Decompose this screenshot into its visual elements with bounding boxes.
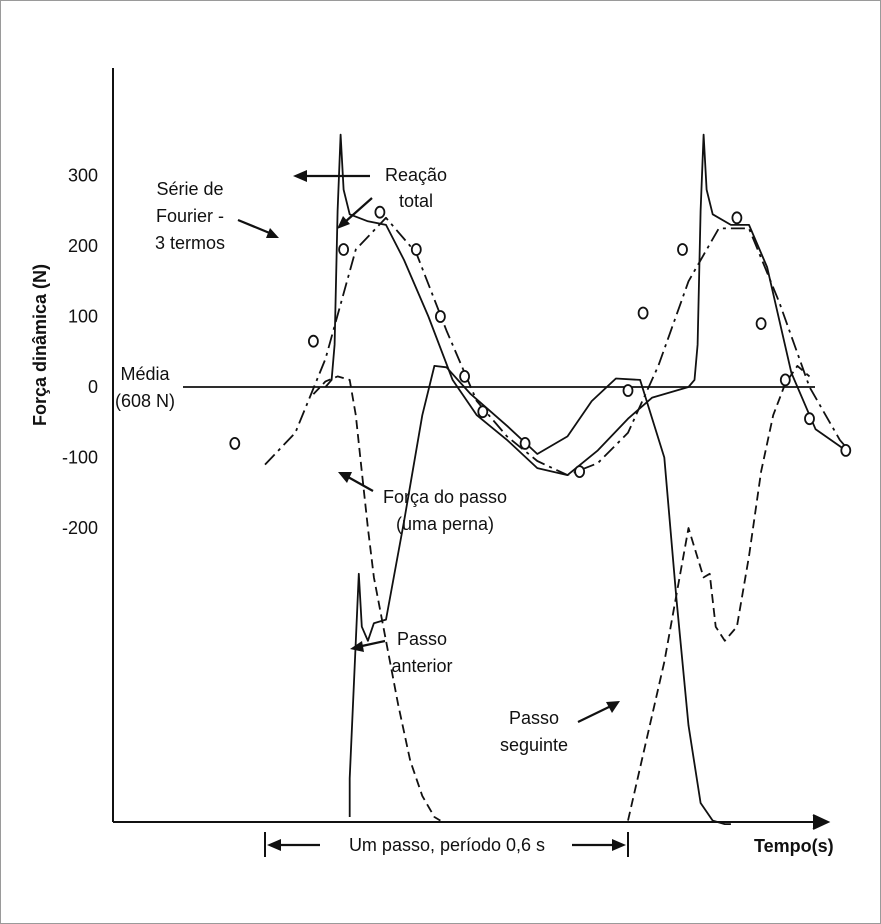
fourier-label-line3: 3 termos — [155, 233, 225, 253]
series-line-4 — [312, 375, 441, 822]
passo-seguinte-label-line2: seguinte — [500, 735, 568, 755]
data-point-marker — [637, 306, 649, 320]
annotation-passo-seguinte: Passo seguinte — [500, 701, 620, 755]
data-point-marker — [519, 436, 531, 450]
y-tick-label: 100 — [68, 307, 98, 327]
passo-seguinte-arrow — [577, 705, 612, 723]
passo-seguinte-arrowhead — [606, 701, 620, 713]
reacao-label-line1: Reação — [385, 165, 447, 185]
media-label-line2: (608 N) — [115, 391, 175, 411]
data-point-marker — [477, 405, 489, 419]
y-tick-label: -100 — [62, 448, 98, 468]
forca-passo-label-line2: (uma perna) — [396, 514, 494, 534]
data-point-marker — [374, 205, 386, 219]
data-point-marker — [677, 243, 688, 256]
data-point-marker — [755, 317, 767, 331]
annotation-reacao: Reação total — [293, 165, 447, 229]
passo-anterior-label-line2: anterior — [391, 656, 452, 676]
series-line-5 — [627, 364, 811, 821]
passo-anterior-arrow — [361, 639, 386, 648]
forca-passo-arrowhead — [338, 472, 352, 483]
reacao-label-line2: total — [399, 191, 433, 211]
reacao-arrowhead-2 — [337, 216, 350, 229]
annotation-fourier: Série de Fourier - 3 termos — [155, 179, 279, 253]
y-tick-label: 300 — [68, 166, 98, 186]
x-axis-title: Tempo(s) — [754, 836, 834, 856]
reacao-arrowhead-1 — [293, 170, 307, 182]
series-layer — [183, 133, 847, 825]
marker-layer — [229, 205, 852, 479]
forca-passo-arrow — [347, 476, 374, 492]
y-tick-label: 0 — [88, 377, 98, 397]
fourier-arrow — [237, 218, 273, 236]
data-point-marker — [410, 243, 422, 256]
data-point-marker — [459, 369, 471, 383]
fourier-label-line1: Série de — [156, 179, 223, 199]
annotation-passo-anterior: Passo anterior — [350, 629, 453, 676]
forca-passo-label-line1: Força do passo — [383, 487, 507, 507]
period-arrowhead-left — [267, 839, 281, 851]
data-point-marker — [434, 310, 446, 323]
data-point-marker — [574, 465, 585, 479]
data-point-marker — [804, 412, 815, 426]
passo-seguinte-label-line1: Passo — [509, 708, 559, 728]
data-point-marker — [840, 443, 852, 457]
fourier-label-line2: Fourier - — [156, 206, 224, 226]
y-axis-title: Força dinâmica (N) — [30, 264, 50, 426]
data-point-marker — [307, 334, 319, 348]
fourier-arrowhead — [266, 228, 279, 238]
annotation-media: Média (608 N) — [115, 364, 175, 411]
data-point-marker — [731, 211, 743, 225]
series-line-3 — [348, 364, 731, 825]
data-point-marker — [229, 436, 241, 450]
data-point-marker — [622, 384, 634, 397]
series-line-1 — [324, 133, 847, 477]
series-line-2 — [264, 216, 847, 477]
data-point-marker — [779, 373, 791, 387]
annotation-periodo: Um passo, período 0,6 s — [264, 832, 629, 857]
passo-anterior-arrowhead — [350, 641, 364, 652]
media-label-line1: Média — [120, 364, 170, 384]
y-tick-label: 200 — [68, 236, 98, 256]
y-tick-label: -200 — [62, 518, 98, 538]
y-tick-labels: 300 200 100 0 -100 -200 — [62, 166, 98, 539]
period-label: Um passo, período 0,6 s — [349, 835, 545, 855]
annotation-forca-passo: Força do passo (uma perna) — [338, 472, 507, 534]
period-arrowhead-right — [612, 839, 626, 851]
passo-anterior-label-line1: Passo — [397, 629, 447, 649]
reacao-arrow-to-curve — [344, 197, 373, 223]
axes — [112, 68, 831, 830]
x-axis-arrowhead — [812, 814, 831, 830]
data-point-marker — [338, 243, 350, 256]
